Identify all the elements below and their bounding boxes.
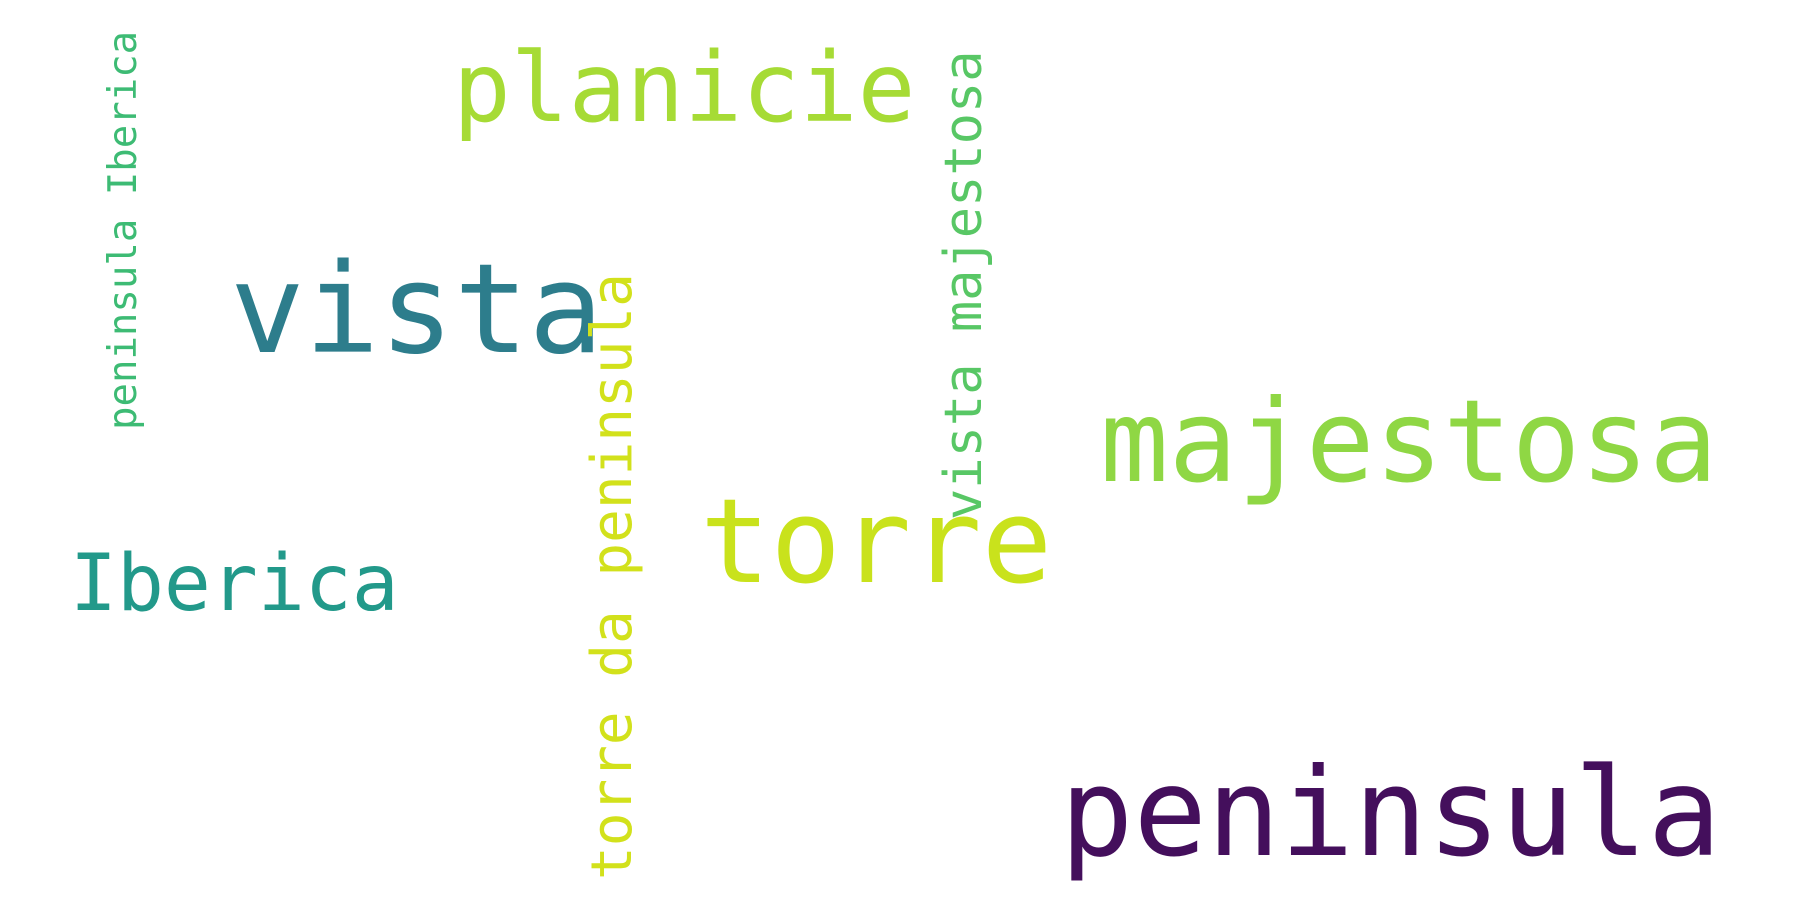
word-torre-da-peninsula: torre da peninsula <box>580 273 645 880</box>
word-majestosa: majestosa <box>1100 375 1718 508</box>
word-planicie: planicie <box>453 32 916 144</box>
word-peninsula: peninsula <box>1060 742 1722 884</box>
word-peninsula-iberica: peninsula Iberica <box>101 30 146 430</box>
word-torre: torre <box>700 473 1053 610</box>
word-vista: vista <box>230 238 604 382</box>
word-vista-majestosa: vista majestosa <box>934 50 994 520</box>
word-iberica: Iberica <box>70 539 399 629</box>
